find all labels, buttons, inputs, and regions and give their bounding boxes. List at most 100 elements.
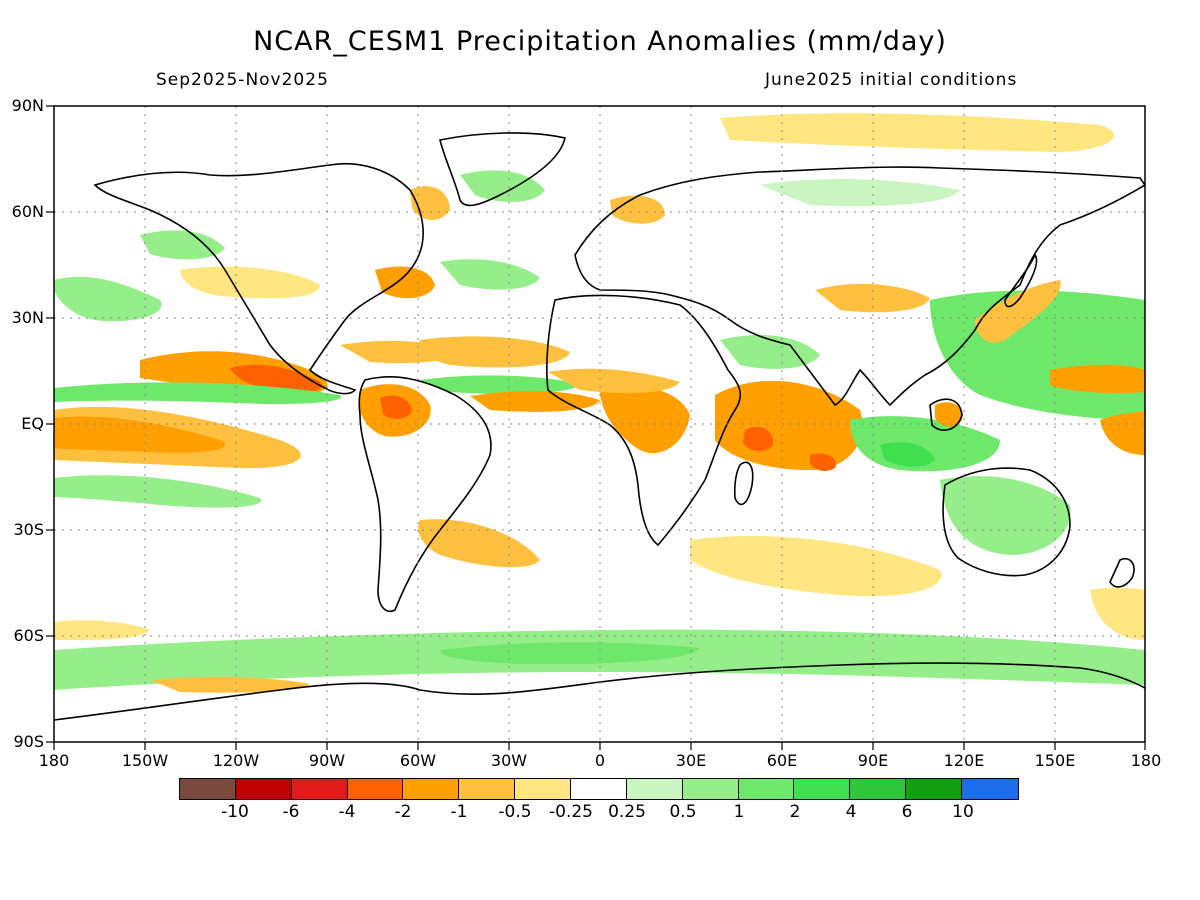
- dry-region-west-pacific: [1050, 364, 1145, 394]
- colorbar-label: -0.25: [549, 802, 593, 822]
- dry-region-borneo: [935, 402, 963, 427]
- colorbar-label: 0.25: [608, 802, 646, 822]
- coastlines: [54, 132, 1145, 721]
- colorbar-label: 0.5: [669, 802, 697, 822]
- coastline-japan: [1004, 253, 1038, 308]
- lon-label-120e: 120E: [943, 751, 985, 770]
- lon-label-120w: 120W: [212, 751, 260, 770]
- colorbar-swatch: [626, 779, 683, 799]
- forecast-period: Sep2025-Nov2025: [156, 70, 329, 90]
- dry-region-central-africa: [600, 386, 690, 454]
- lat-label-90s: 90S: [13, 732, 44, 751]
- colorbar-swatch: [235, 779, 292, 799]
- lon-label-180e: 180: [1130, 751, 1162, 770]
- lon-label-60e: 60E: [766, 751, 798, 770]
- colorbar-label: -6: [282, 802, 300, 822]
- dry-region-barents: [610, 195, 665, 224]
- dry-band-south-pacific: [1090, 587, 1145, 640]
- colorbar-label: -1: [450, 802, 468, 822]
- wet-region-siberia: [760, 178, 960, 207]
- dry-region-japan: [975, 280, 1061, 343]
- lon-label-180w: 180: [38, 751, 70, 770]
- graticule: [54, 106, 1145, 742]
- dry-region-ross-sea: [150, 676, 310, 693]
- dry-region-indian-ocean: [715, 380, 863, 470]
- wet-band-south-pacific: [54, 475, 262, 508]
- dry-band-south-atlantic: [418, 519, 540, 568]
- wet-region-north-pacific: [54, 276, 162, 322]
- colorbar-swatch: [180, 779, 236, 799]
- wet-band-southern-ocean-core: [440, 642, 700, 665]
- wet-region-australia: [940, 476, 1071, 555]
- colorbar-swatch: [403, 779, 460, 799]
- coastline-south-america: [358, 376, 492, 612]
- colorbar-label: 10: [952, 802, 974, 822]
- wet-band-atlantic-itcz: [420, 375, 580, 394]
- dry-region-east-pacific-core: [230, 364, 322, 393]
- wet-band-itcz: [54, 382, 342, 405]
- lon-label-150w: 150W: [121, 751, 169, 770]
- lat-label-eq: EQ: [21, 414, 44, 433]
- lat-label-30s: 30S: [13, 520, 44, 539]
- coastline-africa: [546, 294, 742, 547]
- dry-region-sahel: [548, 368, 680, 394]
- wet-region-gulf-alaska: [140, 230, 225, 260]
- colorbar-label: 2: [789, 802, 801, 822]
- lat-label-60s: 60S: [13, 626, 44, 645]
- lon-label-60w: 60W: [399, 751, 437, 770]
- lon-label-30w: 30W: [490, 751, 528, 770]
- axis-ticks: [46, 105, 1146, 750]
- dry-band-60s: [54, 620, 150, 640]
- wet-region-greenland-sea: [460, 170, 545, 202]
- colorbar-swatch: [738, 779, 795, 799]
- colorbar-swatch: [571, 779, 627, 799]
- dry-region-indian-ocean-core-2: [810, 453, 836, 471]
- dry-region-arctic: [720, 113, 1115, 152]
- coastline-new-zealand: [1109, 558, 1135, 588]
- wet-region-maritime-core: [880, 442, 935, 467]
- colorbar-swatch: [906, 779, 963, 799]
- wet-region-arabian-sea: [720, 335, 820, 369]
- colorbar-label: -10: [221, 802, 249, 822]
- dry-region-north-atlantic: [375, 266, 435, 299]
- map-title: NCAR_CESM1 Precipitation Anomalies (mm/d…: [253, 26, 947, 57]
- colorbar-swatch: [682, 779, 739, 799]
- lon-label-90e: 90E: [857, 751, 889, 770]
- colorbar-label: 6: [901, 802, 913, 822]
- colorbar-swatch: [459, 779, 516, 799]
- dry-region-date-line: [1100, 412, 1145, 455]
- colorbar-swatch: [347, 779, 404, 799]
- dry-region-pacific-core: [54, 416, 226, 453]
- lat-label-90n: 90N: [11, 96, 44, 115]
- lat-label-60n: 60N: [11, 202, 44, 221]
- colorbar-swatch: [291, 779, 348, 799]
- colorbar-swatch: [962, 779, 1018, 799]
- coastline-north-america: [93, 162, 424, 395]
- colorbar-label: 4: [845, 802, 857, 822]
- lon-label-30e: 30E: [675, 751, 707, 770]
- colorbar-label: -2: [394, 802, 412, 822]
- coastline-borneo: [929, 398, 963, 431]
- dry-region-north-pacific: [180, 266, 320, 299]
- lon-label-150e: 150E: [1034, 751, 1076, 770]
- colorbar-swatch: [850, 779, 907, 799]
- colorbar-label: -0.5: [498, 802, 532, 822]
- colorbar-swatch: [794, 779, 851, 799]
- colorbar-swatch: [515, 779, 572, 799]
- colorbar-label: 1: [733, 802, 745, 822]
- coastline-madagascar: [733, 461, 754, 506]
- dry-region-tropical-atlantic: [420, 336, 570, 368]
- lon-label-0: 0: [594, 751, 606, 770]
- colorbar-label: -4: [338, 802, 356, 822]
- lon-label-90w: 90W: [308, 751, 346, 770]
- coastline-eurasia: [574, 166, 1145, 407]
- wet-region-north-atlantic: [440, 259, 540, 290]
- coastline-australia: [942, 467, 1071, 577]
- coastline-greenland: [439, 132, 566, 207]
- lat-label-30n: 30N: [11, 308, 44, 327]
- dry-region-indian-ocean-core: [743, 426, 774, 452]
- colorbar: [179, 778, 1019, 800]
- initial-conditions: June2025 initial conditions: [765, 70, 1018, 90]
- dry-region-atlantic-eq: [470, 391, 600, 412]
